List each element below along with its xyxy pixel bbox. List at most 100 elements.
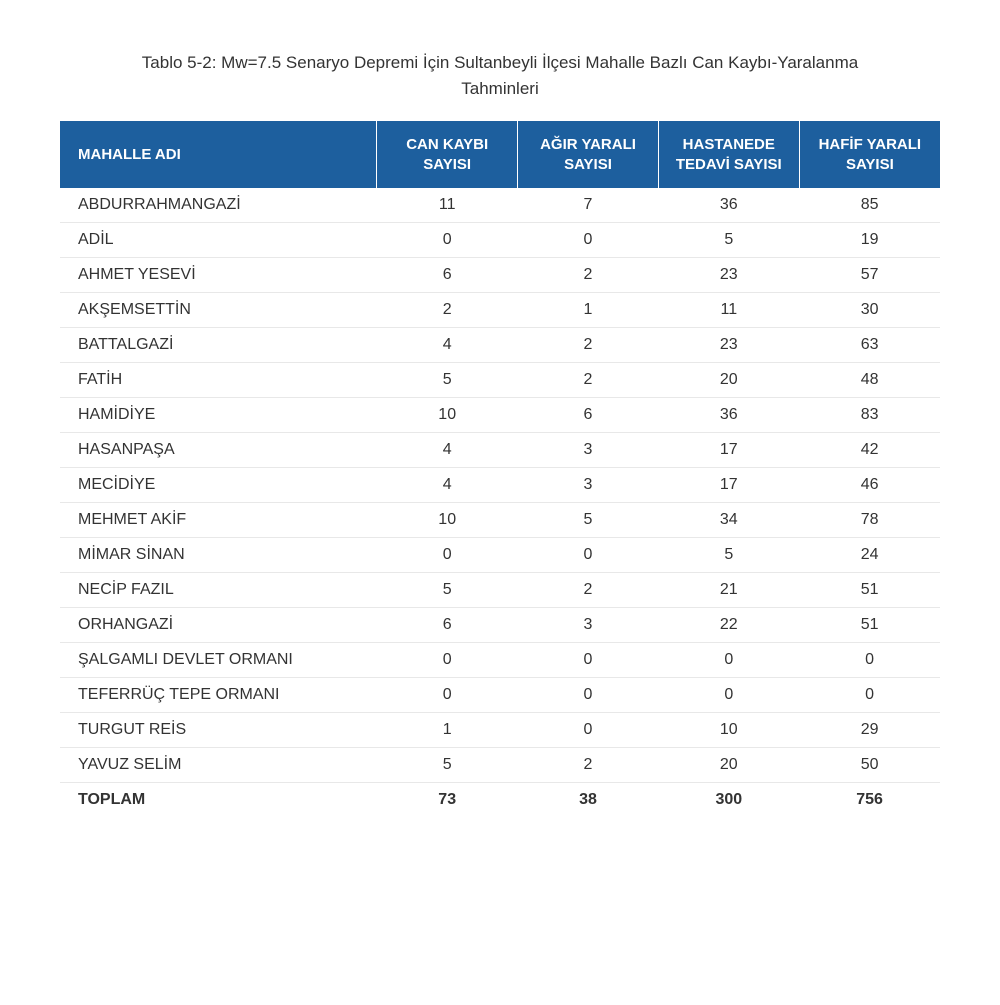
cell-value: 1 (377, 713, 518, 748)
table-row: HASANPAŞA431742 (60, 433, 940, 468)
cell-value: 78 (799, 503, 940, 538)
cell-value: 3 (518, 433, 659, 468)
cell-value: 36 (658, 188, 799, 223)
cell-value: 0 (518, 643, 659, 678)
table-row: ORHANGAZİ632251 (60, 608, 940, 643)
table-row: ŞALGAMLI DEVLET ORMANI0000 (60, 643, 940, 678)
cell-value: 5 (518, 503, 659, 538)
cell-value: 20 (658, 363, 799, 398)
cell-value: 57 (799, 258, 940, 293)
cell-value: 30 (799, 293, 940, 328)
cell-value: 48 (799, 363, 940, 398)
table-row: AHMET YESEVİ622357 (60, 258, 940, 293)
cell-mahalle: FATİH (60, 363, 377, 398)
cell-value: 23 (658, 258, 799, 293)
cell-value: 0 (518, 223, 659, 258)
table-row: MİMAR SİNAN00524 (60, 538, 940, 573)
cell-value: 6 (377, 258, 518, 293)
cell-value: 63 (799, 328, 940, 363)
cell-value: 0 (799, 643, 940, 678)
cell-mahalle: ŞALGAMLI DEVLET ORMANI (60, 643, 377, 678)
cell-value: 10 (377, 503, 518, 538)
cell-value: 46 (799, 468, 940, 503)
cell-value: 0 (518, 713, 659, 748)
cell-value: 5 (658, 538, 799, 573)
cell-value: 10 (658, 713, 799, 748)
table-row: HAMİDİYE1063683 (60, 398, 940, 433)
cell-value: 50 (799, 748, 940, 783)
cell-mahalle: TEFERRÜÇ TEPE ORMANI (60, 678, 377, 713)
cell-value: 11 (658, 293, 799, 328)
col-header-can-kaybi: CAN KAYBI SAYISI (377, 121, 518, 188)
cell-value: 4 (377, 328, 518, 363)
table-row: YAVUZ SELİM522050 (60, 748, 940, 783)
cell-value: 5 (658, 223, 799, 258)
cell-value: 10 (377, 398, 518, 433)
total-value: 73 (377, 783, 518, 818)
cell-mahalle: ORHANGAZİ (60, 608, 377, 643)
cell-mahalle: HASANPAŞA (60, 433, 377, 468)
cell-value: 19 (799, 223, 940, 258)
col-header-hafif-yarali: HAFİF YARALI SAYISI (799, 121, 940, 188)
col-header-hastanede: HASTANEDE TEDAVİ SAYISI (658, 121, 799, 188)
cell-value: 3 (518, 608, 659, 643)
cell-value: 4 (377, 433, 518, 468)
table-row: ADİL00519 (60, 223, 940, 258)
cell-value: 22 (658, 608, 799, 643)
cell-mahalle: AHMET YESEVİ (60, 258, 377, 293)
table-row: MECİDİYE431746 (60, 468, 940, 503)
cell-value: 7 (518, 188, 659, 223)
cell-value: 2 (518, 363, 659, 398)
col-header-agir-yarali: AĞIR YARALI SAYISI (518, 121, 659, 188)
table-row: TEFERRÜÇ TEPE ORMANI0000 (60, 678, 940, 713)
cell-value: 24 (799, 538, 940, 573)
cell-value: 11 (377, 188, 518, 223)
cell-mahalle: MECİDİYE (60, 468, 377, 503)
cell-mahalle: ADİL (60, 223, 377, 258)
cell-value: 6 (518, 398, 659, 433)
cell-mahalle: MİMAR SİNAN (60, 538, 377, 573)
table-row: MEHMET AKİF1053478 (60, 503, 940, 538)
cell-mahalle: ABDURRAHMANGAZİ (60, 188, 377, 223)
cell-value: 29 (799, 713, 940, 748)
table-header: MAHALLE ADI CAN KAYBI SAYISI AĞIR YARALI… (60, 121, 940, 188)
cell-value: 5 (377, 573, 518, 608)
cell-mahalle: MEHMET AKİF (60, 503, 377, 538)
cell-value: 0 (799, 678, 940, 713)
cell-value: 2 (518, 573, 659, 608)
cell-value: 5 (377, 748, 518, 783)
cell-value: 0 (518, 538, 659, 573)
cell-value: 0 (658, 643, 799, 678)
table-row: NECİP FAZIL522151 (60, 573, 940, 608)
cell-value: 85 (799, 188, 940, 223)
cell-value: 0 (377, 678, 518, 713)
cell-mahalle: YAVUZ SELİM (60, 748, 377, 783)
cell-value: 51 (799, 608, 940, 643)
cell-mahalle: NECİP FAZIL (60, 573, 377, 608)
cell-value: 2 (377, 293, 518, 328)
cell-value: 3 (518, 468, 659, 503)
total-value: 38 (518, 783, 659, 818)
cell-value: 20 (658, 748, 799, 783)
cell-value: 2 (518, 748, 659, 783)
cell-value: 6 (377, 608, 518, 643)
cell-value: 4 (377, 468, 518, 503)
cell-value: 0 (377, 223, 518, 258)
cell-value: 83 (799, 398, 940, 433)
cell-value: 23 (658, 328, 799, 363)
data-table: MAHALLE ADI CAN KAYBI SAYISI AĞIR YARALI… (60, 121, 940, 817)
cell-value: 34 (658, 503, 799, 538)
cell-mahalle: HAMİDİYE (60, 398, 377, 433)
cell-value: 1 (518, 293, 659, 328)
table-caption: Tablo 5-2: Mw=7.5 Senaryo Depremi İçin S… (60, 50, 940, 101)
cell-mahalle: AKŞEMSETTİN (60, 293, 377, 328)
table-body: ABDURRAHMANGAZİ1173685ADİL00519AHMET YES… (60, 188, 940, 817)
cell-value: 2 (518, 258, 659, 293)
col-header-mahalle: MAHALLE ADI (60, 121, 377, 188)
table-total-row: TOPLAM7338300756 (60, 783, 940, 818)
table-row: FATİH522048 (60, 363, 940, 398)
table-row: BATTALGAZİ422363 (60, 328, 940, 363)
table-row: AKŞEMSETTİN211130 (60, 293, 940, 328)
cell-value: 17 (658, 468, 799, 503)
total-value: 300 (658, 783, 799, 818)
